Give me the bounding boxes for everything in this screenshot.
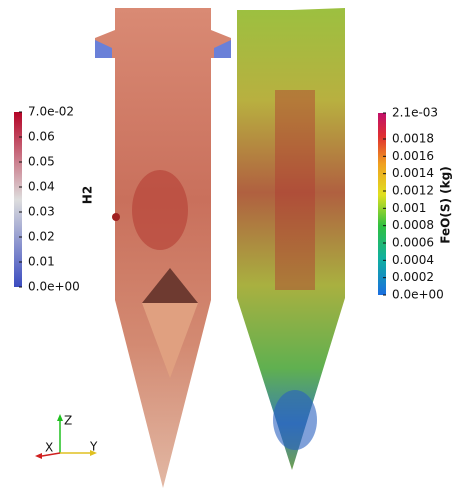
tick-label: 0.0002 xyxy=(392,270,434,284)
tick-label: 0.01 xyxy=(28,255,55,269)
tick-label: 0.0012 xyxy=(392,184,434,198)
tick-label: 0.05 xyxy=(28,155,55,169)
h2-geometry xyxy=(95,8,231,488)
tick-label: 0.001 xyxy=(392,201,426,215)
colorbar xyxy=(14,112,22,287)
axis-label: Z xyxy=(64,414,72,428)
tick-label: 0.0006 xyxy=(392,236,434,250)
tick-label: 0.0016 xyxy=(392,149,434,163)
tick-label: 0.0e+00 xyxy=(28,280,80,294)
colorbar-title: FeO(S) (kg) xyxy=(439,166,453,243)
axis-label: X xyxy=(45,441,53,455)
tick-label: 0.0018 xyxy=(392,132,434,146)
tick-label: 2.1e-03 xyxy=(392,106,438,120)
tick-label: 0.0004 xyxy=(392,253,434,267)
colorbar-title: H2 xyxy=(81,186,95,204)
tick-label: 0.0008 xyxy=(392,218,434,232)
feo-geometry xyxy=(237,8,345,470)
axis-label: Y xyxy=(89,440,98,454)
tick-label: 0.0014 xyxy=(392,166,434,180)
tick-label: 0.03 xyxy=(28,205,55,219)
tick-label: 0.02 xyxy=(28,230,55,244)
tick-label: 0.0e+00 xyxy=(392,288,444,302)
colorbar xyxy=(378,113,386,295)
viewport: H2 FeO(S) (kg) Z Y X 0.0e+00 0.01 0.02 0.03… xyxy=(0,0,454,489)
tick-label: 7.0e-02 xyxy=(28,105,74,119)
tick-label: 0.06 xyxy=(28,130,55,144)
tick-label: 0.04 xyxy=(28,180,55,194)
axes-triad: Z Y X xyxy=(35,414,98,460)
